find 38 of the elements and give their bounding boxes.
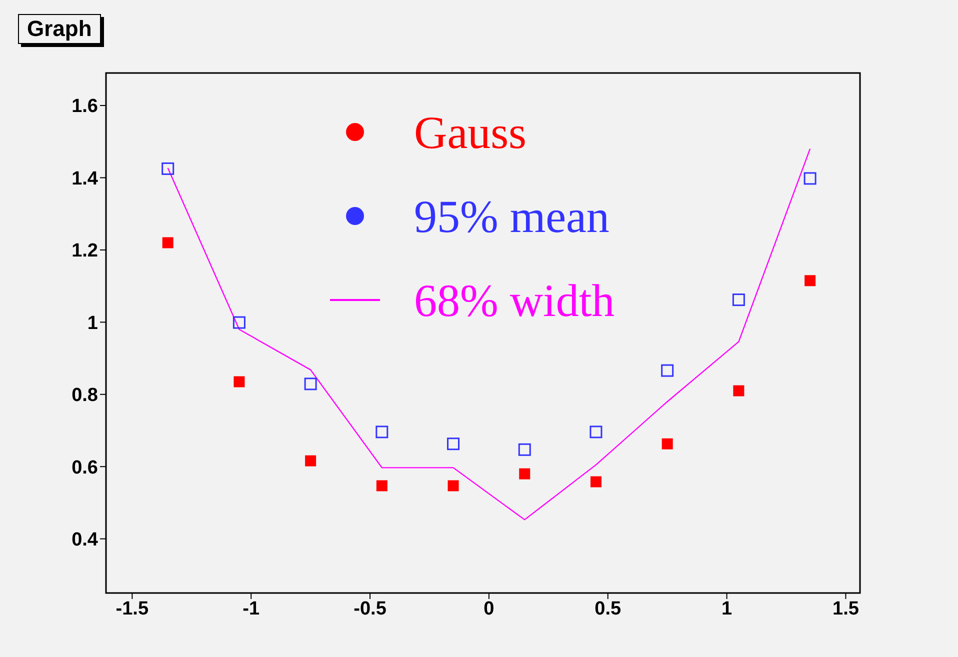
point — [733, 385, 744, 396]
point — [162, 162, 174, 175]
point — [304, 378, 317, 390]
x-tick-label: 0.5 — [594, 598, 622, 620]
point — [448, 480, 459, 492]
point — [662, 438, 673, 450]
x-tick-label: 1 — [722, 598, 733, 620]
x-tick-label: 1.5 — [832, 598, 860, 620]
legend-label: Gauss — [414, 106, 526, 158]
y-tick-label: 1.4 — [72, 168, 98, 190]
point — [732, 294, 745, 306]
x-tick-label: -1 — [242, 598, 260, 620]
point — [232, 316, 246, 329]
point — [447, 438, 460, 450]
y-tick-label: 1 — [87, 312, 98, 334]
point — [162, 237, 174, 248]
y-tick-label: 1.2 — [72, 240, 98, 262]
y-tick-label: 0.8 — [72, 385, 98, 406]
point — [590, 476, 602, 488]
x-tick-label: -1.5 — [116, 598, 149, 620]
x-tick-label: 0 — [484, 598, 494, 620]
y-tick-label: 1.6 — [72, 96, 98, 118]
point — [661, 364, 674, 377]
y-tick-label: 0.4 — [72, 530, 98, 551]
point — [376, 480, 388, 492]
point — [305, 455, 316, 466]
point — [234, 376, 245, 388]
point — [804, 172, 816, 185]
y-tick-label: 0.6 — [72, 457, 98, 478]
legend-label: 68% width — [414, 274, 615, 326]
point — [590, 426, 602, 438]
legend-label: 95% mean — [414, 190, 610, 242]
chart-title: Graph — [18, 14, 101, 44]
point — [804, 275, 816, 286]
x-tick-label: -0.5 — [354, 598, 387, 620]
point — [376, 426, 388, 438]
point — [519, 468, 530, 480]
point — [518, 443, 531, 456]
